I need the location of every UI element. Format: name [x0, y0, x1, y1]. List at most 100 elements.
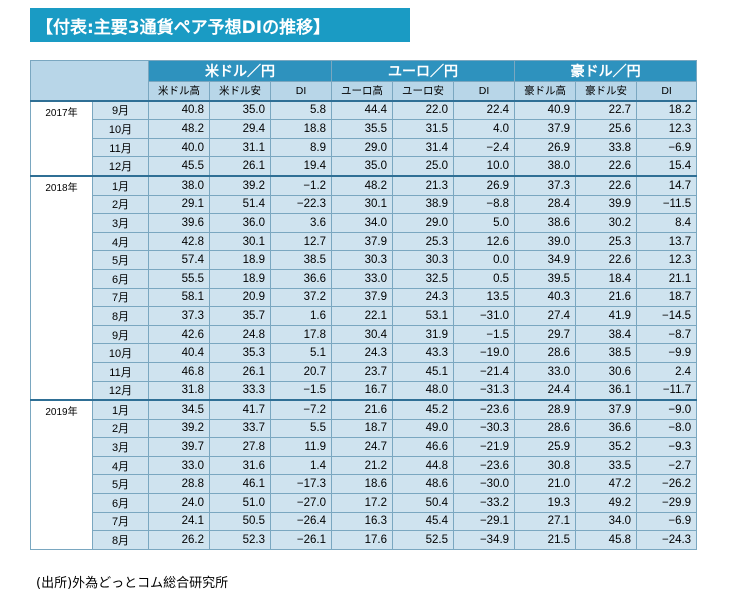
value-cell: 35.5: [331, 119, 394, 139]
value-cell: 29.0: [392, 213, 455, 233]
month-label: 9月: [92, 324, 149, 345]
value-cell: 28.6: [514, 343, 577, 363]
value-cell: 23.7: [331, 361, 394, 382]
value-cell: 4.0: [453, 119, 516, 139]
value-cell: −34.9: [453, 530, 516, 550]
value-cell: 25.6: [575, 119, 638, 139]
value-cell: 25.3: [392, 231, 455, 252]
value-cell: 26.1: [209, 361, 271, 382]
value-cell: 50.4: [392, 493, 455, 513]
value-cell: 30.1: [209, 231, 271, 252]
value-cell: 0.5: [453, 268, 516, 289]
value-cell: 35.0: [331, 156, 394, 177]
value-cell: 43.3: [392, 343, 455, 363]
year-label: 2018年: [30, 174, 93, 401]
value-cell: 33.8: [575, 137, 638, 158]
value-cell: 25.9: [514, 437, 577, 457]
value-cell: −6.9: [636, 137, 698, 158]
value-cell: 31.1: [209, 137, 271, 158]
month-label: 7月: [92, 287, 149, 308]
value-cell: 24.0: [148, 493, 210, 513]
value-cell: 19.4: [269, 156, 333, 177]
value-cell: 41.7: [209, 399, 271, 420]
value-cell: 55.5: [148, 268, 210, 289]
value-cell: 30.4: [331, 324, 394, 345]
value-cell: 16.7: [331, 380, 394, 401]
value-cell: −8.7: [636, 324, 698, 345]
value-cell: −2.7: [636, 455, 698, 476]
value-cell: 31.8: [148, 380, 210, 401]
table-row: 8月 26.2 52.3 −26.1 17.6 52.5 −34.9 21.5 45.8 −24.…: [31, 530, 698, 550]
table-row: 2月 39.2 33.7 5.5 18.7 49.0 −30.3 28.6 36.6 −8.0: [31, 418, 698, 439]
table-row: 11月 40.0 31.1 8.9 29.0 31.4 −2.4 26.9 33.8 −6.9: [31, 137, 698, 158]
month-label: 8月: [92, 306, 149, 326]
month-label: 3月: [92, 437, 149, 457]
value-cell: 11.9: [269, 437, 333, 457]
value-cell: 15.4: [636, 156, 698, 177]
value-cell: −19.0: [453, 343, 516, 363]
month-label: 4月: [92, 455, 149, 476]
value-cell: 39.5: [514, 268, 577, 289]
month-label: 1月: [92, 399, 149, 420]
value-cell: 49.2: [575, 493, 638, 513]
value-cell: 13.5: [453, 287, 516, 308]
value-cell: 52.3: [209, 530, 271, 550]
value-cell: 30.8: [514, 455, 577, 476]
value-cell: 34.0: [575, 511, 638, 532]
value-cell: −1.5: [453, 324, 516, 345]
year-label: 2019年: [30, 399, 93, 550]
value-cell: 26.1: [209, 156, 271, 177]
value-cell: 22.6: [575, 250, 638, 270]
table-row: 10月 48.2 29.4 18.8 35.5 31.5 4.0 37.9 25.6 12.3: [31, 119, 698, 139]
value-cell: 38.0: [148, 174, 210, 196]
value-cell: 38.9: [392, 194, 455, 215]
value-cell: −29.1: [453, 511, 516, 532]
value-cell: 22.4: [453, 99, 516, 121]
month-label: 5月: [92, 474, 149, 495]
column-header: DI: [453, 80, 516, 102]
value-cell: 20.7: [269, 361, 333, 382]
value-cell: 45.4: [392, 511, 455, 532]
pair-header-usdjpy: 米ドル／円: [147, 60, 333, 82]
month-label: 9月: [92, 99, 149, 121]
value-cell: 28.9: [514, 399, 577, 420]
month-label: 5月: [92, 250, 149, 270]
value-cell: 42.8: [148, 231, 210, 252]
value-cell: 38.0: [514, 156, 577, 177]
value-cell: 16.3: [331, 511, 394, 532]
table-row: 3月 39.6 36.0 3.6 34.0 29.0 5.0 38.6 30.2 8.4: [31, 213, 698, 233]
value-cell: −26.4: [269, 511, 333, 532]
value-cell: −9.3: [636, 437, 698, 457]
value-cell: 2.4: [636, 361, 698, 382]
value-cell: 24.1: [148, 511, 210, 532]
pair-header-row: 米ドル／円 ユーロ／円 豪ドル／円: [30, 59, 698, 102]
value-cell: −22.3: [269, 194, 333, 215]
value-cell: 40.0: [148, 137, 210, 158]
value-cell: 48.2: [331, 174, 394, 196]
month-label: 12月: [92, 156, 149, 177]
value-cell: 21.6: [331, 399, 394, 420]
value-cell: 57.4: [148, 250, 210, 270]
value-cell: 13.7: [636, 231, 698, 252]
value-cell: 36.0: [209, 213, 271, 233]
value-cell: 42.6: [148, 324, 210, 345]
value-cell: 46.6: [392, 437, 455, 457]
value-cell: 28.4: [514, 194, 577, 215]
value-cell: −17.3: [269, 474, 333, 495]
source-note: (出所)外為どっとコム総合研究所: [36, 576, 229, 591]
value-cell: −21.9: [453, 437, 516, 457]
value-cell: 22.1: [331, 306, 394, 326]
value-cell: 18.6: [331, 474, 394, 495]
year-label: 2017年: [30, 99, 93, 177]
value-cell: 40.3: [514, 287, 577, 308]
value-cell: 40.8: [148, 99, 210, 121]
value-cell: −14.5: [636, 306, 698, 326]
value-cell: 21.6: [575, 287, 638, 308]
value-cell: 40.4: [148, 343, 210, 363]
value-cell: 45.8: [575, 530, 638, 550]
value-cell: −24.3: [636, 530, 698, 550]
value-cell: 48.0: [392, 380, 455, 401]
value-cell: 27.8: [209, 437, 271, 457]
value-cell: 37.9: [575, 399, 638, 420]
month-label: 12月: [92, 380, 149, 401]
